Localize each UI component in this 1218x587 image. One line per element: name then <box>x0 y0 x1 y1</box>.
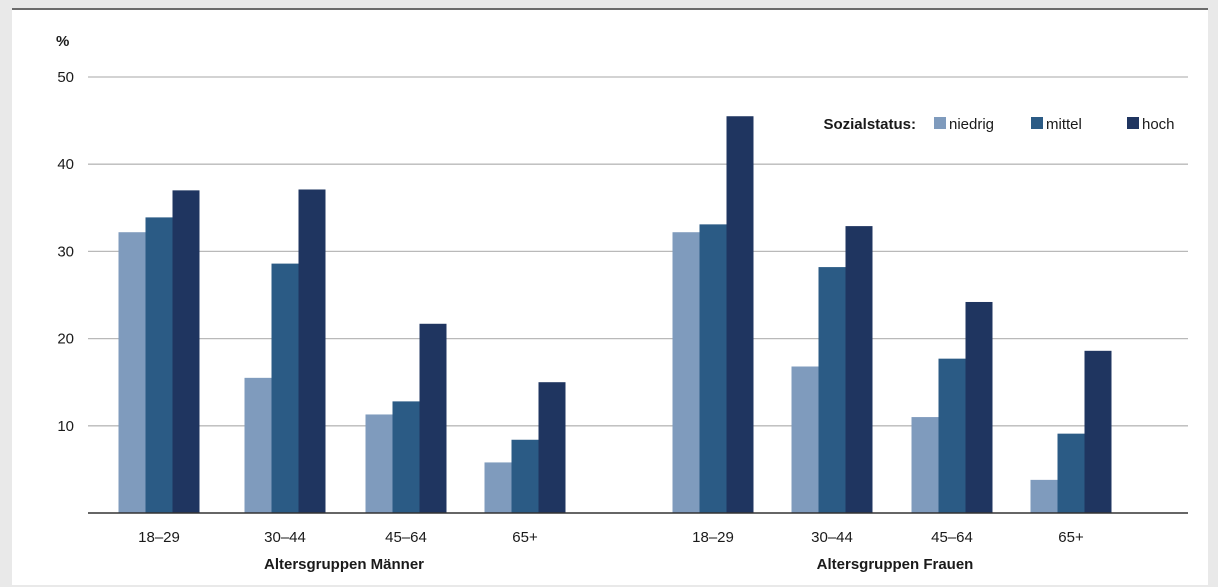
bar-hoch-8 <box>1084 350 1112 513</box>
y-tick-label: 50 <box>57 69 74 86</box>
x-tick-label: 65+ <box>1058 529 1084 546</box>
bar-niedrig-6 <box>791 366 819 513</box>
bar-niedrig-8 <box>1030 479 1058 513</box>
bar-mittel-5 <box>699 224 727 514</box>
y-tick-label: 30 <box>57 243 74 260</box>
y-tick-label: 40 <box>57 156 74 173</box>
gridlines: 10 20 30 40 50 <box>57 69 1188 435</box>
legend-label-mittel: mittel <box>1046 116 1082 133</box>
y-axis-unit-label: % <box>56 33 69 50</box>
bar-hoch-4 <box>538 382 566 513</box>
bar-hoch-6 <box>845 226 873 513</box>
bar-mittel-1 <box>145 217 173 513</box>
x-tick-label: 30–44 <box>811 529 853 546</box>
bar-niedrig-5 <box>672 232 700 513</box>
bar-mittel-2 <box>271 263 299 513</box>
axes: % <box>56 33 1188 514</box>
legend-swatch-mittel <box>1031 117 1043 129</box>
bar-mittel-8 <box>1057 433 1085 513</box>
bar-mittel-3 <box>392 401 420 513</box>
bar-hoch-3 <box>419 323 447 513</box>
group-label: Altersgruppen Frauen <box>817 556 974 573</box>
chart-frame: 10 20 30 40 50 % 18–29 30–44 45–64 65+ Altersgru… <box>12 8 1208 585</box>
bar-hoch-1 <box>172 190 200 514</box>
legend-title: Sozialstatus: <box>823 116 916 133</box>
bar-niedrig-2 <box>244 377 272 513</box>
bar-mittel-7 <box>938 358 966 513</box>
x-tick-label: 65+ <box>512 529 538 546</box>
y-tick-label: 10 <box>57 418 74 435</box>
bar-hoch-7 <box>965 301 993 513</box>
x-tick-label: 18–29 <box>692 529 734 546</box>
category-labels: 18–29 30–44 45–64 65+ Altersgruppen Männer 18… <box>138 529 1084 573</box>
x-tick-label: 30–44 <box>264 529 306 546</box>
bar-mittel-6 <box>818 267 846 513</box>
group-label: Altersgruppen Männer <box>264 556 424 573</box>
bar-niedrig-1 <box>118 232 146 513</box>
legend-swatch-hoch <box>1127 117 1139 129</box>
legend-label-niedrig: niedrig <box>949 116 994 133</box>
bar-hoch-5 <box>726 116 754 514</box>
x-tick-label: 18–29 <box>138 529 180 546</box>
legend: Sozialstatus: niedrig mittel hoch <box>823 116 1174 133</box>
bar-chart: 10 20 30 40 50 % 18–29 30–44 45–64 65+ Altersgru… <box>56 33 1188 573</box>
bar-niedrig-4 <box>484 462 512 513</box>
bar-niedrig-7 <box>911 417 939 513</box>
bar-mittel-4 <box>511 439 539 513</box>
y-tick-label: 20 <box>57 331 74 348</box>
x-tick-label: 45–64 <box>931 529 973 546</box>
bars <box>118 116 1112 514</box>
x-tick-label: 45–64 <box>385 529 427 546</box>
bar-hoch-2 <box>298 189 326 513</box>
bar-niedrig-3 <box>365 414 393 513</box>
legend-swatch-niedrig <box>934 117 946 129</box>
legend-label-hoch: hoch <box>1142 116 1175 133</box>
